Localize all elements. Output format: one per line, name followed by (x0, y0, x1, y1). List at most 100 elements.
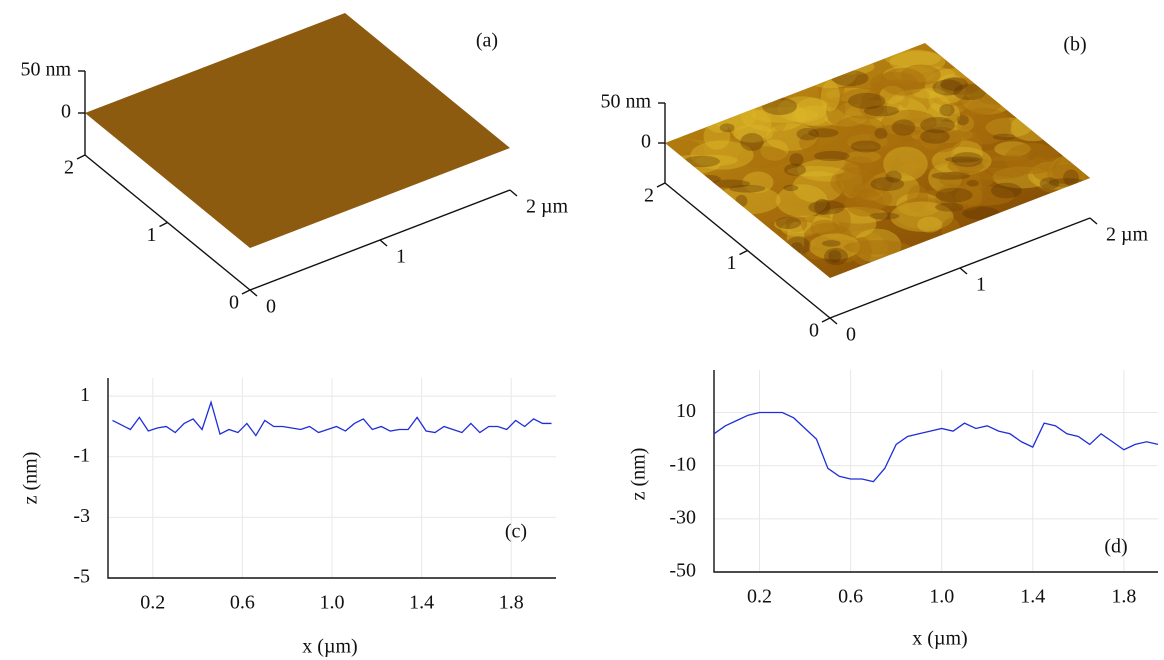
bump (1047, 164, 1083, 184)
x-tick (249, 289, 258, 297)
bump (738, 146, 789, 169)
shadow (1039, 177, 1060, 190)
bump (690, 140, 754, 170)
bump (941, 217, 961, 243)
shadow (808, 128, 839, 138)
y-tick (76, 154, 86, 160)
bump (786, 166, 845, 177)
z-tick-label: 50 nm (20, 59, 71, 81)
data-line (713, 411, 1159, 483)
bump (932, 92, 970, 107)
y-tick-label: -10 (669, 453, 696, 475)
x-axis-label: x (µm) (912, 628, 967, 650)
shadow (935, 187, 973, 203)
shadow (1063, 169, 1079, 186)
y-tick-label: 1 (727, 252, 737, 274)
bump (733, 124, 774, 143)
x-tick (379, 239, 388, 247)
bump (750, 107, 819, 123)
shadow (828, 249, 842, 263)
shadow (863, 105, 900, 117)
bump (740, 99, 807, 132)
panel-label: (c) (505, 521, 527, 543)
shadow (814, 198, 831, 216)
shadow (735, 194, 748, 208)
y-tick-label: 2 (64, 157, 74, 179)
shadow (710, 179, 751, 188)
bump (894, 197, 951, 229)
bump (799, 133, 820, 152)
y-tick-label: 10 (676, 400, 696, 422)
bump (826, 96, 846, 125)
bump (922, 126, 962, 153)
y-tick-label: 1 (147, 224, 157, 246)
data-line (112, 400, 552, 437)
bump (978, 94, 1021, 105)
bump (859, 98, 884, 118)
shadow (850, 140, 881, 153)
y-tick-label: -5 (73, 566, 90, 588)
bump (957, 107, 1012, 145)
bump (890, 201, 954, 232)
surface (85, 13, 510, 248)
bump (806, 249, 828, 260)
y-axis-label: z (nm) (628, 448, 650, 501)
shadow (962, 206, 1000, 220)
x-tick (509, 189, 518, 197)
bump (938, 170, 995, 190)
x-tick-label: 0.2 (747, 586, 772, 608)
y-tick-label: 1 (80, 384, 90, 406)
shadow (783, 184, 799, 192)
shadow (821, 240, 841, 247)
bump (777, 96, 828, 123)
shadow (775, 216, 801, 230)
shadow (956, 115, 969, 126)
x-tick-label: 1.4 (409, 592, 434, 614)
y-tick-label: 0 (809, 320, 819, 342)
bump (703, 122, 731, 150)
shadow (870, 177, 905, 191)
shadow (874, 127, 888, 139)
shadow (740, 133, 764, 151)
shadow (683, 155, 720, 168)
bump (776, 184, 828, 218)
shadow (940, 77, 968, 91)
shadow (808, 200, 845, 215)
y-axis-label: z (nm) (20, 452, 42, 505)
bump (1004, 143, 1061, 175)
bump (820, 80, 840, 112)
bump (843, 240, 911, 255)
shadow (990, 182, 1022, 199)
shadow (762, 97, 798, 115)
bump (947, 158, 984, 174)
bump (940, 77, 980, 96)
x-tick-label: 1.8 (1111, 586, 1136, 608)
bump (1010, 113, 1056, 142)
y-tick (656, 182, 666, 188)
surface-texture (665, 49, 1090, 266)
shadow (785, 236, 811, 255)
shadow (831, 70, 869, 87)
y-tick (159, 221, 168, 228)
shadow (697, 174, 721, 184)
bump (883, 146, 928, 182)
z-tick-label: 0 (61, 101, 71, 123)
shadow (848, 92, 886, 110)
x-tick-label: 0.6 (230, 592, 255, 614)
x-tick-label: 1.8 (499, 592, 524, 614)
shadow (869, 212, 900, 220)
x-tick-label: 1 (396, 246, 406, 268)
x-tick-label: 1.0 (929, 586, 954, 608)
x-tick-label: 0 (266, 296, 276, 318)
shadow (789, 153, 804, 166)
x-tick (829, 317, 838, 325)
x-tick-label: 1.0 (320, 592, 345, 614)
bump (834, 115, 886, 146)
shadow (951, 152, 983, 168)
bump (792, 171, 844, 203)
y-tick (739, 249, 748, 256)
x-tick-label: 0 (846, 324, 856, 346)
shadow (885, 170, 902, 183)
panel-label: (a) (476, 30, 498, 52)
